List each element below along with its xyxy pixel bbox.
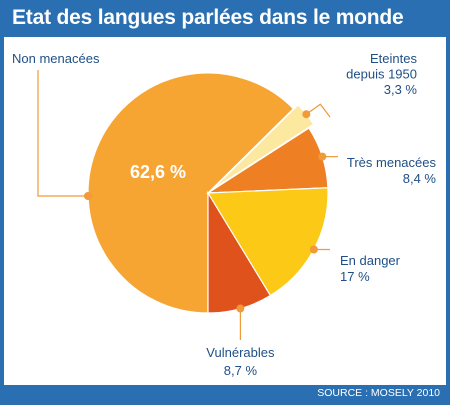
pie-label-4-line-1: 8,7 % <box>224 363 258 378</box>
pie-label-3-line-0: En danger <box>340 253 401 268</box>
pie-label-0-line-0: 62,6 % <box>130 162 186 182</box>
chart-source: SOURCE : MOSELY 2010 <box>317 387 440 399</box>
leader-dot-3 <box>309 245 318 254</box>
pie-label-0-line-0: Non menacées <box>12 51 100 66</box>
leader-line-0 <box>37 70 88 197</box>
pie-label-1-line-2: 3,3 % <box>384 82 418 97</box>
leader-line-1 <box>305 103 331 118</box>
pie-label-1-line-1: depuis 1950 <box>346 67 417 82</box>
leader-dot-0 <box>84 192 92 200</box>
pie-label-1-line-0: Eteintes <box>370 51 417 66</box>
pie-label-4-line-0: Vulnérables <box>206 345 275 360</box>
leader-dot-4 <box>236 304 245 313</box>
pie-label-3-line-1: 17 % <box>340 269 370 284</box>
chart-title: Etat des langues parlées dans le monde <box>12 6 404 29</box>
leader-lines <box>37 70 338 340</box>
pie-label-2-line-1: 8,4 % <box>403 171 437 186</box>
pie-label-2-line-0: Très menacées <box>347 155 437 170</box>
leader-dot-2 <box>318 152 327 161</box>
pie-slice-0 <box>87 72 295 314</box>
pie-slices <box>87 72 329 314</box>
leader-dot-1 <box>302 110 311 119</box>
